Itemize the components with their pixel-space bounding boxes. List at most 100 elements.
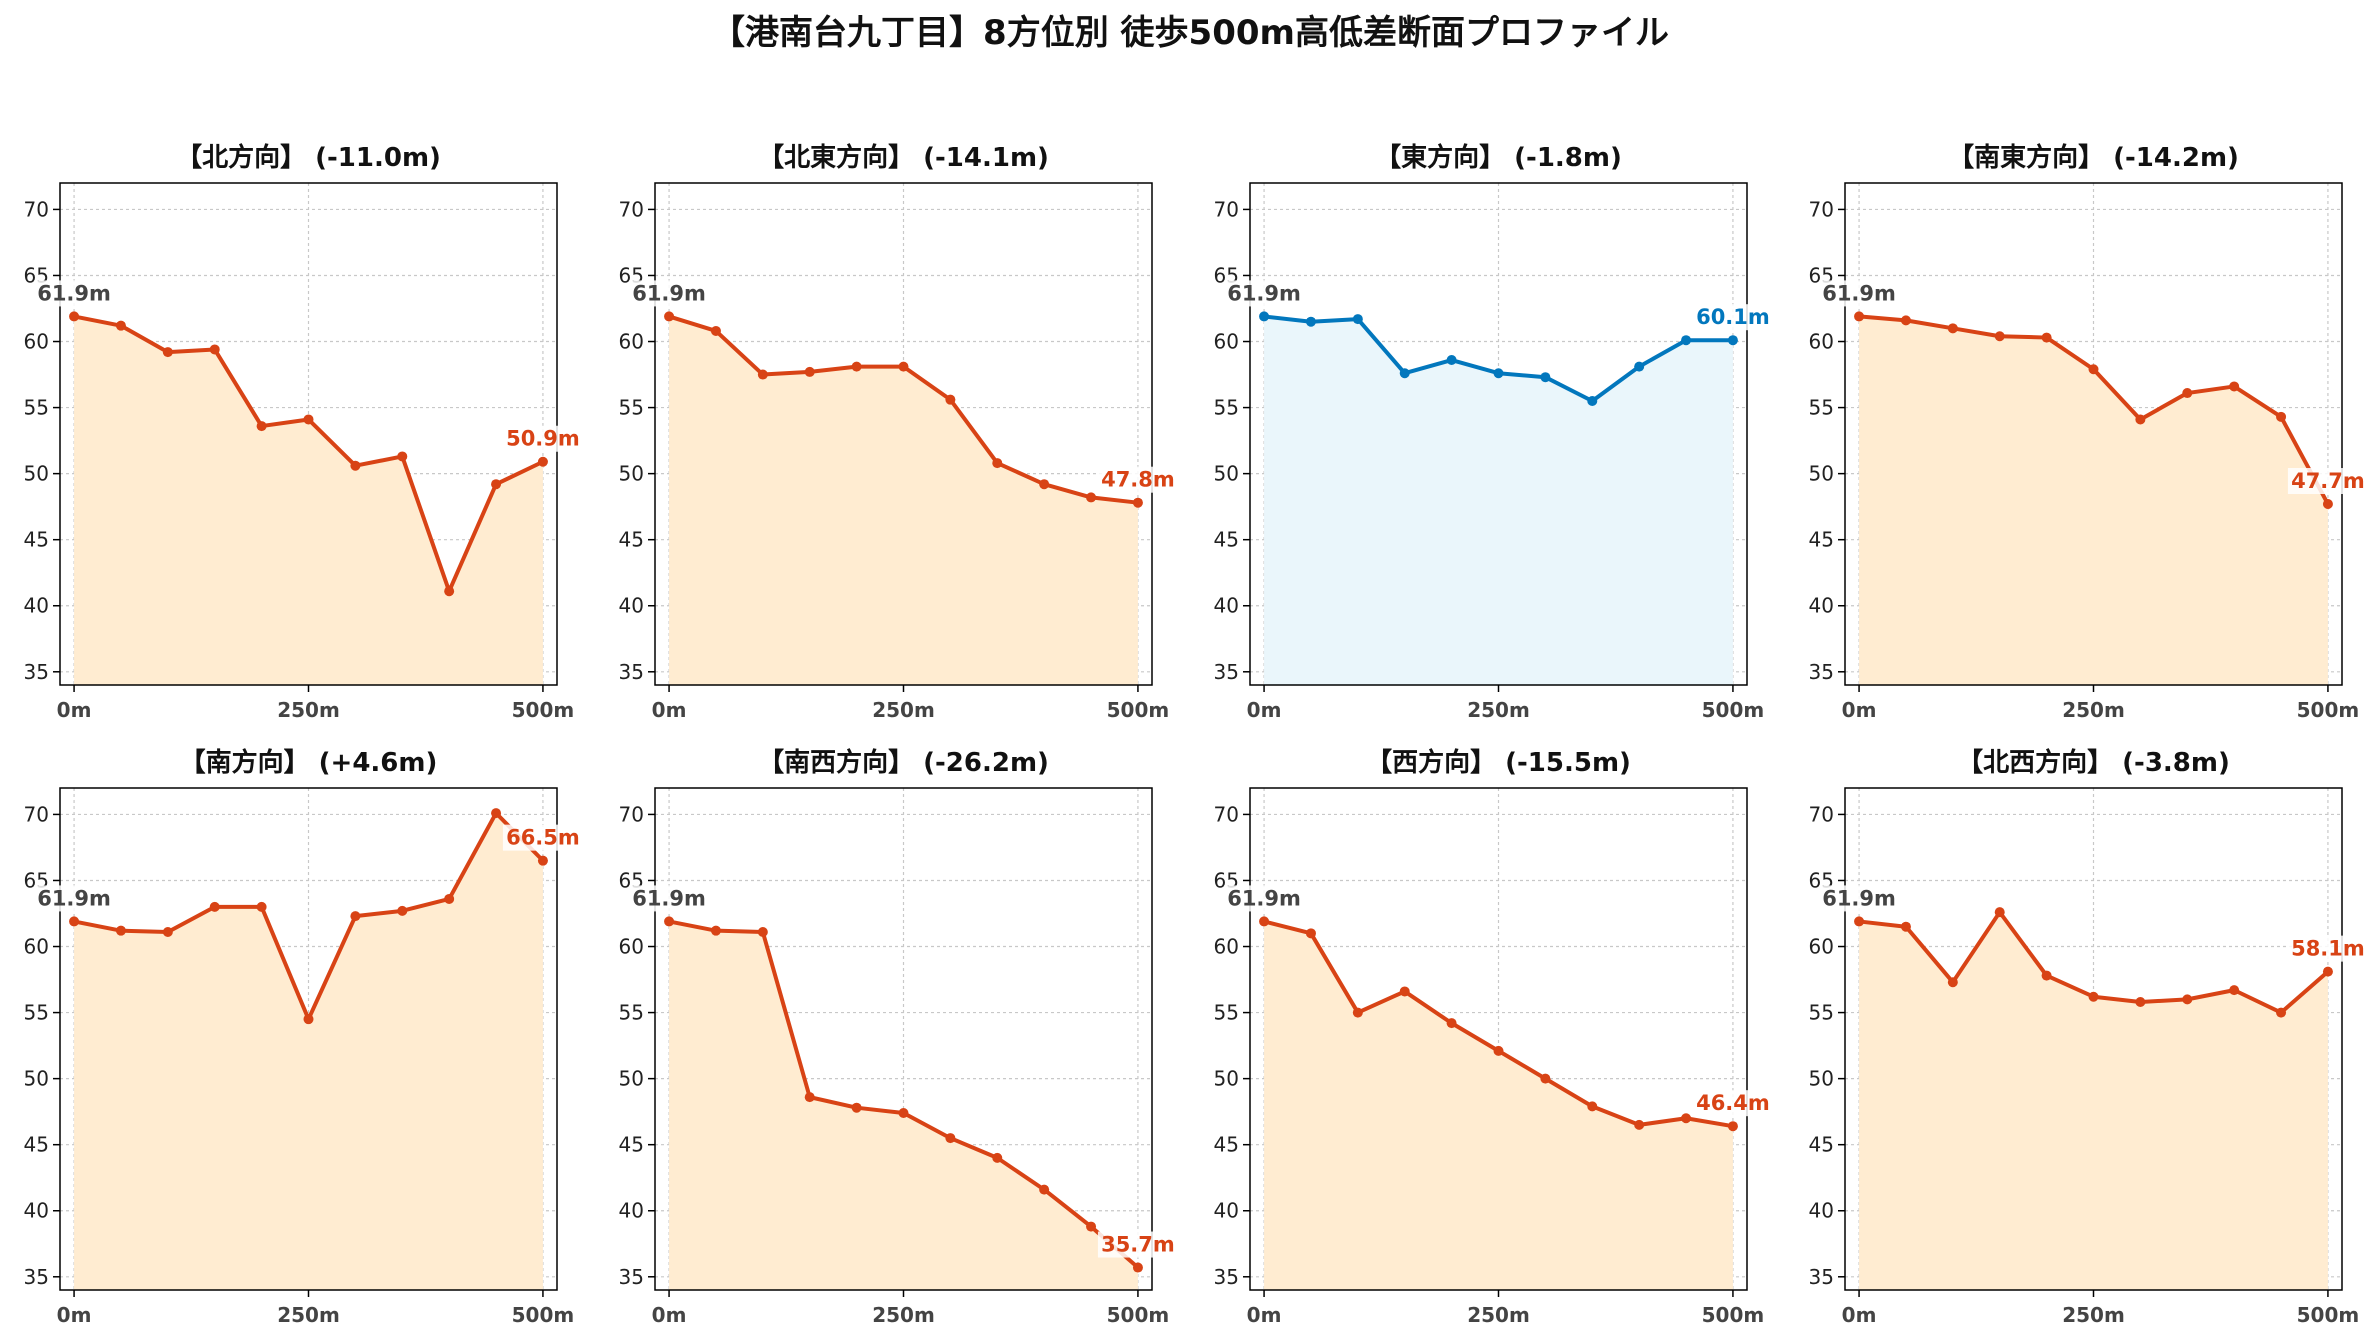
chart-title: 【港南台九丁目】8方位別 徒歩500m高低差断面プロファイル: [711, 13, 1669, 53]
data-point: [757, 369, 768, 380]
end-label-bg: [1692, 304, 1773, 331]
area-fill: [669, 316, 1138, 685]
x-tick-label: 500m: [1107, 698, 1170, 722]
y-tick-label: 35: [1809, 660, 1834, 684]
data-point: [1086, 1221, 1097, 1232]
start-label-bg: [629, 280, 710, 307]
data-point: [1305, 928, 1316, 939]
data-point: [2182, 994, 2193, 1005]
data-point: [303, 414, 314, 425]
y-tick-label: 35: [619, 660, 644, 684]
data-point: [1947, 323, 1958, 334]
y-tick-label: 40: [619, 594, 644, 618]
data-point: [1305, 316, 1316, 327]
data-point: [1259, 916, 1270, 927]
y-tick-label: 35: [1214, 1265, 1239, 1289]
y-tick-label: 60: [1809, 935, 1834, 959]
y-tick-label: 45: [619, 528, 644, 552]
data-point: [491, 479, 502, 490]
x-tick-label: 250m: [1467, 698, 1530, 722]
end-label: 35.7m: [1101, 1233, 1175, 1257]
y-tick-label: 40: [619, 1199, 644, 1223]
data-point: [256, 421, 267, 432]
end-label: 47.8m: [1101, 468, 1175, 492]
y-tick-label: 45: [24, 528, 49, 552]
start-label: 61.9m: [1822, 886, 1896, 910]
y-tick-label: 40: [1809, 594, 1834, 618]
data-point: [2229, 381, 2240, 392]
end-label-bg: [1692, 1090, 1773, 1117]
panel-title: 【北方向】 (-11.0m): [176, 142, 441, 173]
start-label: 61.9m: [632, 281, 706, 305]
data-point: [1681, 335, 1692, 346]
end-label-bg: [502, 425, 583, 452]
y-tick-label: 50: [1214, 1067, 1239, 1091]
y-tick-label: 40: [24, 594, 49, 618]
data-point: [804, 1092, 815, 1103]
end-label: 60.1m: [1696, 305, 1770, 329]
data-point: [1854, 311, 1865, 322]
x-tick-label: 500m: [512, 1303, 575, 1327]
start-label: 61.9m: [1822, 281, 1896, 305]
y-tick-label: 35: [24, 1265, 49, 1289]
panel-title: 【南西方向】 (-26.2m): [758, 747, 1049, 778]
data-point: [397, 905, 408, 916]
y-tick-label: 45: [1214, 528, 1239, 552]
data-point: [2276, 411, 2287, 422]
data-point: [2088, 991, 2099, 1002]
y-tick-label: 40: [1214, 594, 1239, 618]
data-point: [1132, 497, 1143, 508]
y-tick-label: 50: [619, 1067, 644, 1091]
y-tick-label: 70: [1809, 802, 1834, 826]
x-tick-label: 0m: [1247, 698, 1282, 722]
y-tick-label: 60: [24, 935, 49, 959]
data-point: [1634, 1119, 1645, 1130]
data-point: [664, 916, 675, 927]
y-tick-label: 40: [1214, 1199, 1239, 1223]
data-point: [1352, 314, 1363, 325]
data-point: [69, 916, 80, 927]
data-point: [1259, 311, 1270, 322]
data-point: [444, 586, 455, 597]
data-point: [1587, 1101, 1598, 1112]
x-tick-label: 250m: [277, 1303, 340, 1327]
start-label-bg: [629, 885, 710, 912]
x-tick-label: 250m: [872, 698, 935, 722]
data-point: [945, 1133, 956, 1144]
y-tick-label: 50: [24, 1067, 49, 1091]
end-label-bg: [1097, 1231, 1178, 1258]
data-point: [710, 325, 721, 336]
x-tick-label: 0m: [652, 698, 687, 722]
data-point: [537, 456, 548, 467]
data-point: [1493, 368, 1504, 379]
y-tick-label: 35: [619, 1265, 644, 1289]
data-point: [397, 451, 408, 462]
data-point: [898, 361, 909, 372]
x-tick-label: 500m: [2297, 698, 2360, 722]
start-label-bg: [1819, 885, 1900, 912]
data-point: [2322, 499, 2333, 510]
y-tick-label: 45: [24, 1133, 49, 1157]
y-tick-label: 55: [1809, 1001, 1834, 1025]
start-label-bg: [34, 280, 115, 307]
y-tick-label: 35: [24, 660, 49, 684]
y-tick-label: 50: [1809, 1067, 1834, 1091]
start-label-bg: [1819, 280, 1900, 307]
data-point: [710, 925, 721, 936]
x-tick-label: 250m: [1467, 1303, 1530, 1327]
area-fill: [74, 316, 543, 685]
y-tick-label: 60: [619, 330, 644, 354]
start-label: 61.9m: [1227, 886, 1301, 910]
y-tick-label: 45: [619, 1133, 644, 1157]
x-tick-label: 250m: [2062, 698, 2125, 722]
data-point: [2322, 966, 2333, 977]
data-point: [162, 926, 173, 937]
y-tick-label: 70: [1214, 197, 1239, 221]
y-tick-label: 60: [619, 935, 644, 959]
data-point: [1493, 1045, 1504, 1056]
